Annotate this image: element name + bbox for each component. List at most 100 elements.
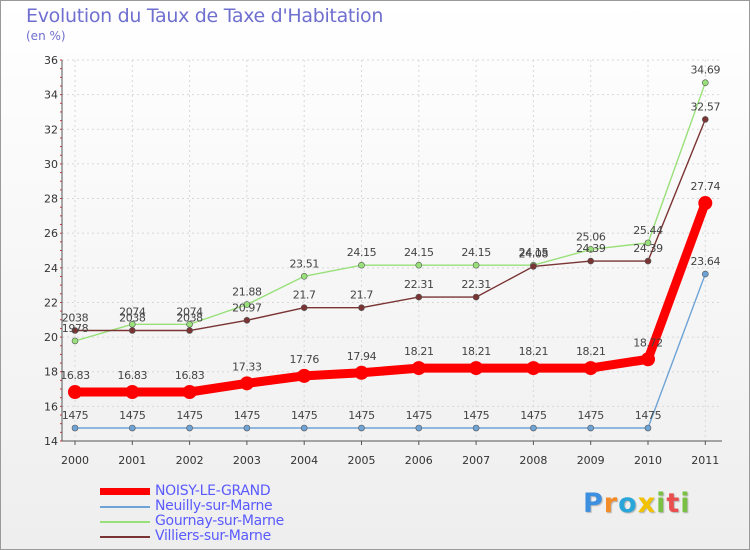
logo-letter: i xyxy=(656,488,667,519)
data-label: 24.15 xyxy=(519,246,549,259)
x-tick-label: 2001 xyxy=(118,454,146,467)
data-label: 21.88 xyxy=(232,286,262,299)
x-tick-label: 2008 xyxy=(519,454,547,467)
data-point xyxy=(472,293,480,301)
data-point xyxy=(71,327,79,334)
series-line-2 xyxy=(74,81,706,342)
legend-swatch xyxy=(100,536,150,538)
data-label: 25.06 xyxy=(576,230,606,243)
y-tick-label: 18 xyxy=(44,366,58,379)
data-point xyxy=(587,246,595,253)
data-point xyxy=(415,261,423,269)
data-point xyxy=(243,301,251,308)
data-label: 17.76 xyxy=(289,353,319,366)
data-label: 24.15 xyxy=(404,246,434,259)
unit-label: (en %) xyxy=(26,29,66,43)
y-tick-label: 14 xyxy=(44,435,58,448)
x-tick-label: 2007 xyxy=(462,454,490,467)
data-label: 25.44 xyxy=(633,224,663,237)
data-point xyxy=(701,116,709,123)
data-label: 24.08 xyxy=(519,247,549,260)
data-label: 24.15 xyxy=(347,246,377,259)
data-point xyxy=(530,263,537,270)
data-point xyxy=(300,304,308,311)
legend-label: Neuilly-sur-Marne xyxy=(155,498,273,514)
data-point xyxy=(415,293,423,301)
series-layer xyxy=(68,79,713,432)
data-point xyxy=(129,424,136,432)
data-label: 24.39 xyxy=(576,242,606,255)
data-label: 1475 xyxy=(348,409,375,422)
data-label: 16.83 xyxy=(118,369,148,382)
data-label: 1475 xyxy=(234,409,261,422)
data-point xyxy=(68,384,82,399)
legend-label: Villiers-sur-Marne xyxy=(155,528,271,544)
data-label: 18.21 xyxy=(519,345,549,358)
data-label: 24.15 xyxy=(461,246,491,259)
y-tick-label: 28 xyxy=(44,193,58,206)
data-label: 1978 xyxy=(62,322,89,335)
data-label: 17.33 xyxy=(232,360,262,373)
data-label: 22.31 xyxy=(461,278,491,291)
data-label: 2038 xyxy=(176,312,203,325)
data-point xyxy=(644,424,652,432)
data-label: 21.7 xyxy=(293,289,316,302)
data-point xyxy=(526,361,541,376)
data-label: 2038 xyxy=(119,312,146,325)
proxiti-logo: Proxiti xyxy=(583,488,691,519)
data-label: 2074 xyxy=(119,305,146,318)
data-point xyxy=(354,365,369,380)
grid xyxy=(62,59,722,442)
data-label: 1475 xyxy=(62,409,89,422)
y-tick-label: 34 xyxy=(44,89,58,102)
data-point xyxy=(71,424,79,432)
x-tick-label: 2005 xyxy=(348,454,376,467)
legend-swatch xyxy=(100,506,150,508)
y-tick-label: 20 xyxy=(44,331,58,344)
data-label: 22.31 xyxy=(404,278,434,291)
y-tick-label: 16 xyxy=(44,400,58,413)
data-point xyxy=(701,79,709,86)
data-point xyxy=(358,304,365,311)
data-label: 1475 xyxy=(635,409,662,422)
data-label: 1475 xyxy=(463,409,490,422)
data-label: 34.69 xyxy=(691,64,721,77)
x-tick-label: 2003 xyxy=(233,454,261,467)
y-tick-label: 36 xyxy=(44,54,58,67)
data-label: 16.83 xyxy=(175,369,205,382)
data-point xyxy=(243,424,251,432)
data-label: 24.39 xyxy=(633,242,663,255)
legend-swatch xyxy=(100,521,150,523)
data-point xyxy=(300,424,308,432)
data-point xyxy=(472,424,480,432)
data-label: 1475 xyxy=(119,409,146,422)
data-label: 18.21 xyxy=(576,345,606,358)
series-line-0 xyxy=(70,198,710,397)
data-label: 1475 xyxy=(520,409,547,422)
chart-title: Evolution du Taux de Taxe d'Habitation xyxy=(26,5,384,27)
data-point xyxy=(587,424,595,432)
data-point xyxy=(698,196,713,211)
data-point xyxy=(300,273,308,280)
data-label: 18.21 xyxy=(404,345,434,358)
legend-label: NOISY-LE-GRAND xyxy=(155,483,271,499)
logo-letter: r xyxy=(603,488,619,519)
x-tick-label: 2011 xyxy=(691,454,719,467)
data-label: 1475 xyxy=(291,409,318,422)
data-point xyxy=(239,376,254,391)
x-tick-label: 2000 xyxy=(61,454,89,467)
logo-letter: x xyxy=(637,488,657,519)
data-label: 18.72 xyxy=(633,336,663,349)
data-label: 23.64 xyxy=(691,255,721,268)
legend-swatch xyxy=(100,488,150,495)
data-label: 21.7 xyxy=(350,289,373,302)
y-tick-label: 22 xyxy=(44,296,58,309)
series-line-3 xyxy=(74,118,706,332)
data-point xyxy=(243,316,251,324)
data-point xyxy=(186,327,193,334)
data-point xyxy=(358,261,365,269)
data-point xyxy=(701,270,709,278)
data-point xyxy=(583,361,598,376)
